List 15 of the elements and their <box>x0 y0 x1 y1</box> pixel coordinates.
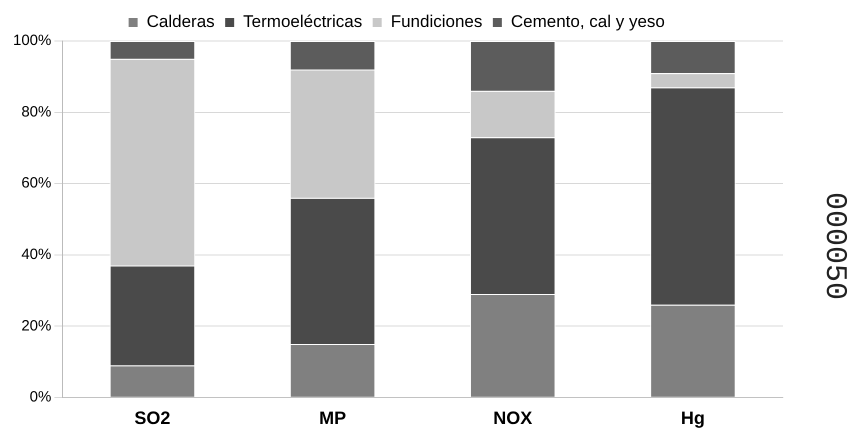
legend-label: Calderas <box>146 12 215 32</box>
x-tick-label: MP <box>319 408 346 428</box>
y-tick-label: 20% <box>21 317 52 334</box>
x-tick-label: Hg <box>680 408 705 428</box>
y-tick-label: 80% <box>21 103 52 120</box>
legend-label: Cemento, cal y yeso <box>510 12 665 32</box>
y-tick-label: 0% <box>30 388 52 406</box>
y-tick-label: 100% <box>12 32 52 50</box>
y-tick-label: 60% <box>21 174 52 192</box>
x-tick-label: SO2 <box>134 408 170 428</box>
x-tick-label: NOX <box>493 408 532 428</box>
legend-label: Fundiciones <box>390 12 482 32</box>
y-tick-label: 40% <box>21 246 52 263</box>
legend-label: Termoeléctricas <box>243 12 362 32</box>
text: 000050 <box>817 192 851 300</box>
